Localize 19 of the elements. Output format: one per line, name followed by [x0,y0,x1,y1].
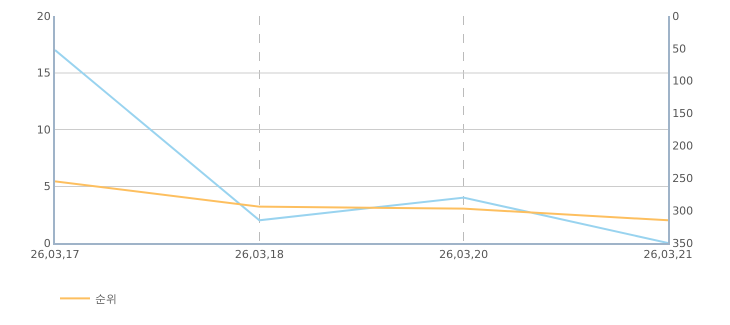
x-tick-label: 26,03,20 [439,248,488,262]
x-tick-label: 26,03,18 [234,248,284,262]
y-tick-label: 10 [36,123,51,136]
y-tick-label: 15 [36,66,51,80]
y2-tick-label: 200 [672,140,694,153]
y-tick-label: 20 [36,10,51,23]
line-series [55,180,668,222]
legend-label: 순위 [95,292,117,306]
y-tick-label: 5 [44,180,51,194]
y2-tick-label: 100 [672,74,694,88]
y2-tick-label: 350 [672,236,694,250]
y2-tick-label: 50 [672,42,686,56]
x-tick-label: 26,03,17 [30,248,80,262]
x-tick-label: 26,03,21 [644,248,692,262]
y2-tick-label: 300 [672,204,694,218]
y-tick-label: 0 [44,236,51,250]
y2-tick-label: 150 [672,107,694,120]
y2-tick-label: 0 [672,10,680,23]
y2-tick-label: 250 [672,172,694,185]
